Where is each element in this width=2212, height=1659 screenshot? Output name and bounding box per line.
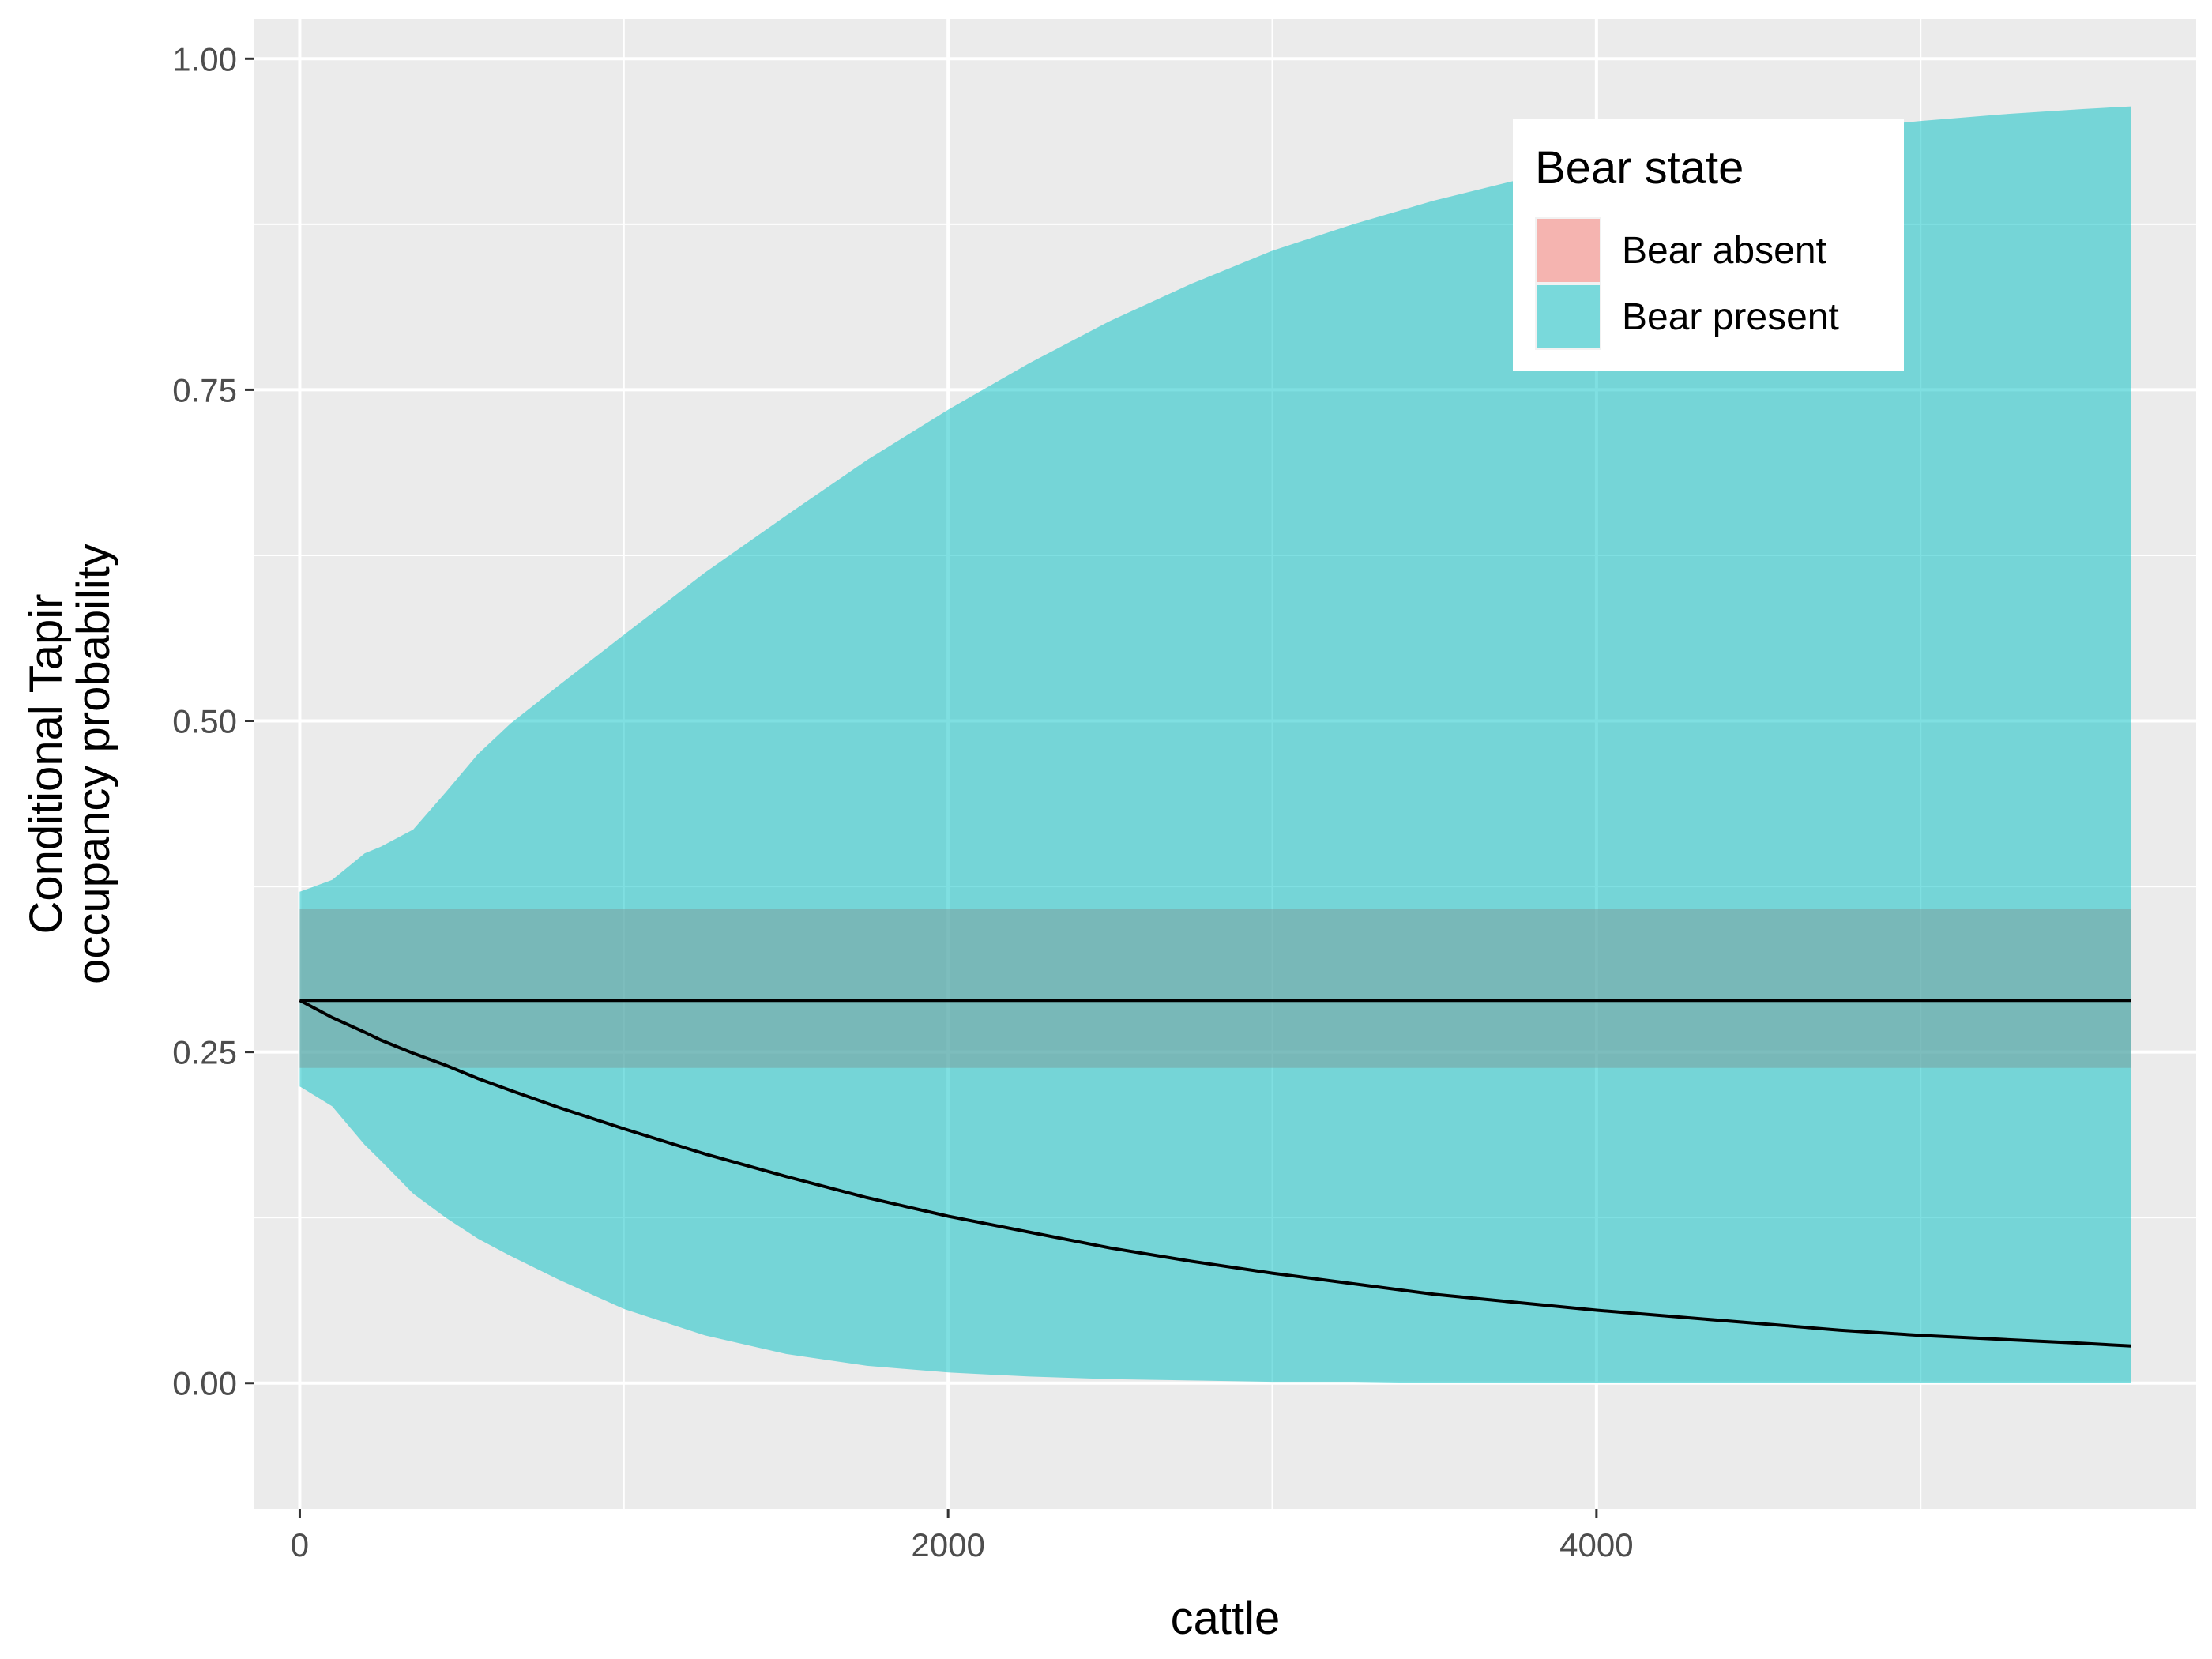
y-tick-label: 0.50: [172, 703, 237, 740]
x-tick-label: 0: [291, 1526, 309, 1563]
y-axis: 0.00 0.25 0.50 0.75 1.00: [172, 40, 254, 1402]
y-axis-title: Conditional Tapir occupancy probability: [21, 544, 119, 984]
y-tick-label: 0.25: [172, 1034, 237, 1071]
confidence-ribbons: [299, 106, 2131, 1383]
y-tick-label: 1.00: [172, 40, 237, 77]
legend-label-bear-absent: Bear absent: [1622, 230, 1826, 272]
legend-title: Bear state: [1535, 142, 1744, 194]
y-tick-label: 0.00: [172, 1365, 237, 1402]
y-axis-title-line-2: occupancy probability: [68, 544, 119, 984]
legend-swatch-bear-present: [1537, 285, 1600, 348]
x-axis: 0 2000 4000: [291, 1509, 1634, 1563]
x-axis-title: cattle: [1171, 1593, 1281, 1644]
legend-label-bear-present: Bear present: [1622, 296, 1839, 338]
legend: Bear state Bear absent Bear present: [1513, 118, 1904, 371]
x-tick-label: 2000: [911, 1526, 984, 1563]
legend-entries: Bear absent Bear present: [1535, 217, 1839, 350]
y-axis-title-line-1: Conditional Tapir: [21, 594, 72, 935]
y-tick-label: 0.75: [172, 371, 237, 408]
bear-present-ribbon: [299, 106, 2131, 1383]
bear-present-estimate-line: [299, 999, 2132, 1348]
x-tick-label: 4000: [1559, 1526, 1633, 1563]
estimate-lines: [299, 999, 2132, 1348]
legend-swatch-bear-absent: [1537, 219, 1600, 282]
